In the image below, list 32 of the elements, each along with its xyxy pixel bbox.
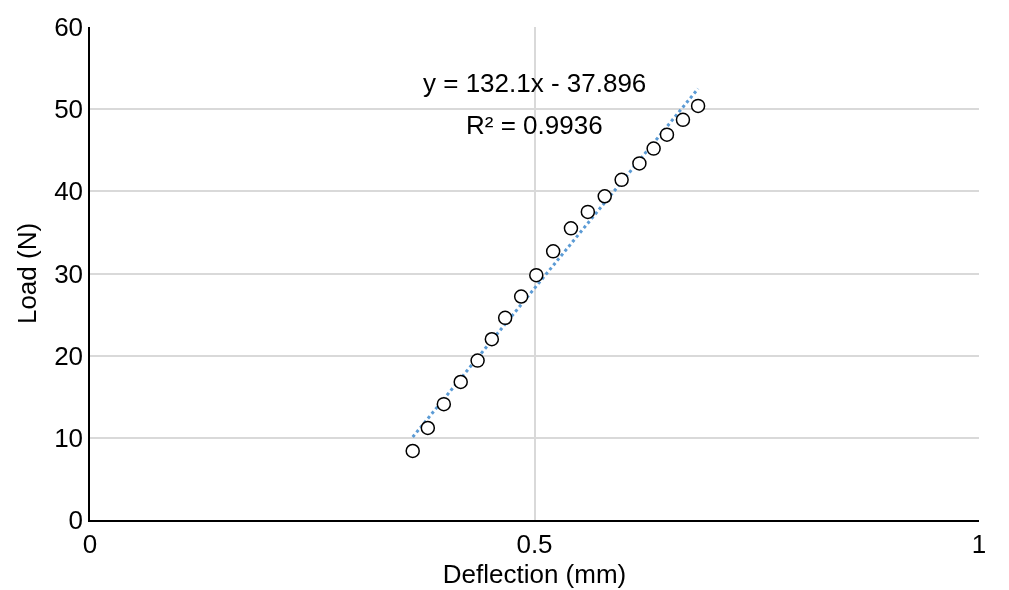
point — [529, 267, 544, 283]
point — [513, 289, 529, 304]
y-tick-label: 60 — [54, 12, 84, 43]
point — [545, 244, 561, 259]
y-tick-label: 30 — [54, 258, 84, 289]
point — [632, 156, 647, 171]
point — [580, 204, 596, 220]
y-tick-label: 10 — [54, 422, 84, 453]
point — [405, 443, 420, 459]
point — [436, 396, 452, 412]
y-tick-label: 50 — [54, 94, 84, 125]
annotation: y = 132.1x - 37.896 — [423, 68, 647, 98]
point — [470, 353, 485, 368]
point — [675, 112, 691, 128]
point — [497, 310, 513, 326]
point — [646, 141, 661, 156]
y-tick-label: 0 — [68, 505, 84, 536]
point — [484, 331, 500, 347]
point — [659, 127, 675, 142]
y-axis-title: Load (N) — [12, 222, 43, 325]
point — [690, 98, 706, 114]
point — [597, 189, 612, 204]
point — [453, 374, 468, 390]
point — [614, 172, 629, 188]
point — [563, 221, 579, 236]
y-tick-label: 20 — [54, 340, 84, 371]
x-tick-label: 0.5 — [516, 528, 553, 559]
x-tick-label: 1 — [971, 528, 987, 559]
y-tick-label: 40 — [54, 176, 84, 207]
x-axis-title: Deflection (mm) — [442, 558, 627, 589]
annotation: R² = 0.9936 — [466, 110, 603, 140]
point — [420, 420, 436, 436]
